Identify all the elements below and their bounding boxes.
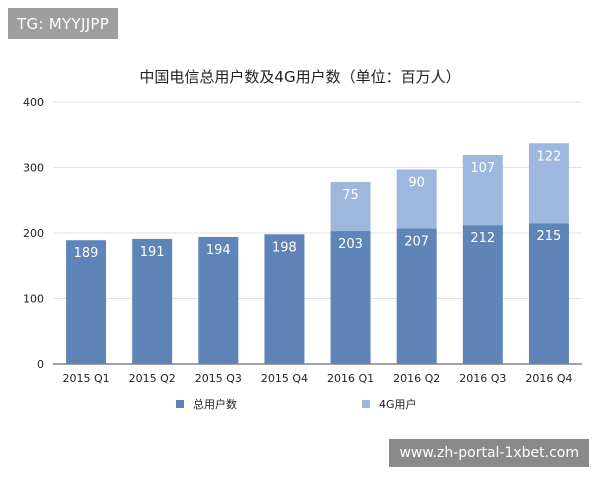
legend-label: 总用户数	[193, 397, 237, 411]
bar-total-users	[462, 225, 503, 364]
data-label-4g-users: 107	[470, 161, 495, 176]
y-tick-label: 300	[23, 162, 44, 175]
bar-total-users	[330, 231, 371, 364]
y-axis: 0 100 200 300 400	[23, 96, 44, 371]
legend-swatch	[362, 400, 370, 408]
x-tick-label: 2015 Q4	[261, 372, 308, 385]
watermark: www.zh-portal-1xbet.com	[389, 439, 589, 467]
data-label-4g-users: 122	[537, 149, 562, 164]
bar-total-users	[66, 240, 107, 364]
x-axis: 2015 Q1 2015 Q2 2015 Q3 2015 Q4 2016 Q1 2016 …	[62, 372, 572, 385]
y-tick-label: 400	[23, 96, 44, 109]
bar-4g-users	[462, 155, 503, 226]
data-label-total-users: 191	[140, 245, 165, 260]
source-tag: TG: MYYJJPP	[8, 8, 119, 39]
data-label-total-users: 212	[470, 231, 495, 246]
data-label-total-users: 194	[206, 243, 231, 258]
x-tick-label: 2015 Q2	[129, 372, 176, 385]
y-tick-label: 200	[23, 227, 44, 240]
data-label-4g-users: 75	[342, 188, 359, 203]
data-label-total-users: 207	[404, 234, 429, 249]
chart-title: 中国电信总用户数及4G用户数（单位：百万人）	[139, 68, 460, 86]
y-tick-label: 100	[23, 293, 44, 306]
data-label-total-users: 203	[338, 237, 363, 252]
legend-swatch	[176, 400, 184, 408]
bar-total-users	[264, 234, 305, 364]
x-tick-label: 2016 Q2	[393, 372, 440, 385]
data-label-total-users: 189	[74, 246, 99, 261]
bar-total-users	[198, 236, 239, 364]
bar-total-users	[396, 228, 437, 364]
data-label-total-users: 215	[537, 229, 562, 244]
x-tick-label: 2016 Q1	[327, 372, 374, 385]
y-tick-label: 0	[37, 358, 44, 371]
bar-4g-users	[330, 181, 371, 232]
data-label-4g-users: 90	[408, 175, 425, 190]
legend-label: 4G用户	[379, 397, 417, 411]
bar-total-users	[132, 238, 173, 364]
data-label-total-users: 198	[272, 240, 297, 255]
x-tick-label: 2015 Q3	[195, 372, 242, 385]
bars: 189 191 194 198 203 75 207 90 212 107 215 122	[66, 143, 569, 364]
x-tick-label: 2015 Q1	[62, 372, 109, 385]
bar-4g-users	[396, 169, 437, 229]
bar-total-users	[528, 223, 569, 364]
x-tick-label: 2016 Q3	[459, 372, 506, 385]
legend: 总用户数 4G用户	[176, 397, 417, 411]
x-tick-label: 2016 Q4	[525, 372, 572, 385]
bar-4g-users	[528, 143, 569, 224]
